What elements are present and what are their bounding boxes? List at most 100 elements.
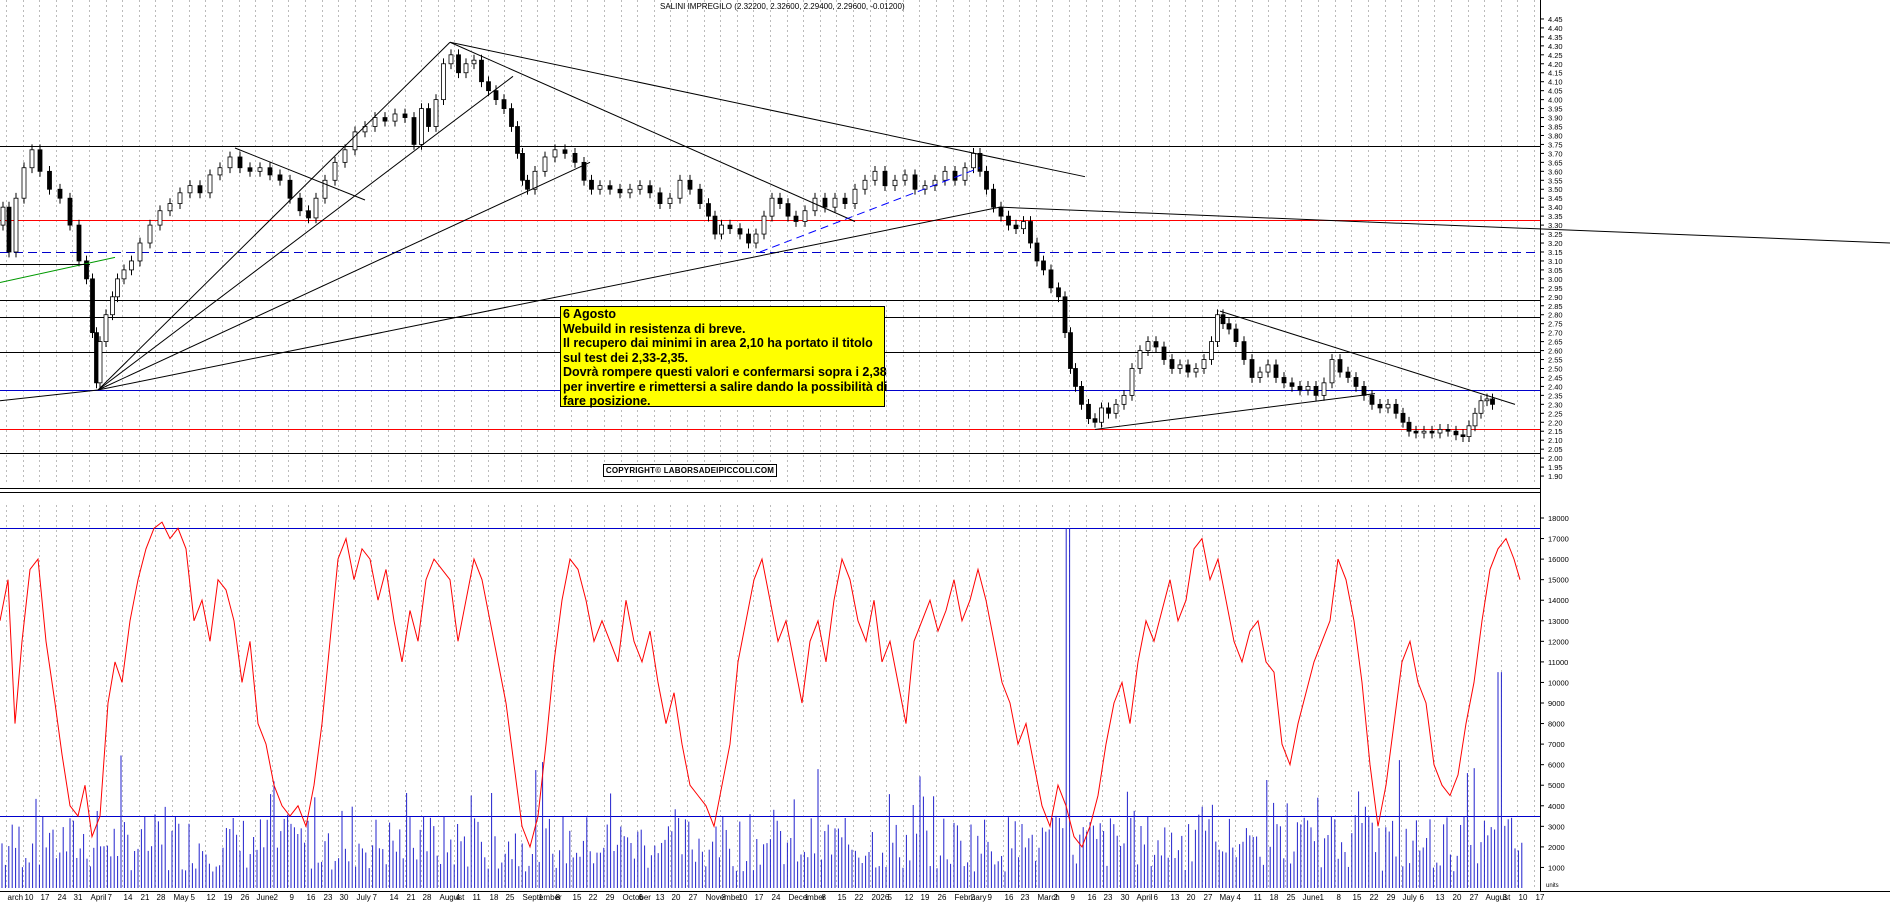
candle-body bbox=[1466, 425, 1472, 438]
candle-body bbox=[1337, 359, 1343, 373]
candle-body bbox=[607, 185, 613, 190]
x-tick-label: 27 bbox=[1470, 893, 1479, 902]
y-tick-label: 3.50 bbox=[1548, 185, 1563, 194]
candle-body bbox=[589, 179, 594, 190]
y-tick-label: 4.30 bbox=[1548, 42, 1563, 51]
candle-body bbox=[1353, 377, 1359, 387]
candle-body bbox=[562, 149, 568, 154]
candle-body bbox=[76, 224, 82, 262]
candle-body bbox=[147, 224, 153, 244]
candle-body bbox=[1241, 341, 1247, 360]
x-tick-label: November bbox=[706, 893, 743, 902]
x-tick-label: 15 bbox=[573, 893, 582, 902]
trend-line bbox=[0, 389, 99, 402]
x-tick-label: arch bbox=[8, 893, 24, 902]
x-tick-label: 6 bbox=[639, 893, 644, 902]
candle-body bbox=[1393, 403, 1399, 414]
candle-body bbox=[862, 179, 868, 190]
candle-body bbox=[1281, 377, 1287, 384]
y-tick-label: 2.75 bbox=[1548, 320, 1563, 329]
candle-body bbox=[1249, 359, 1255, 378]
x-tick-label: 8 bbox=[822, 893, 827, 902]
volume-oscillator-line bbox=[0, 521, 1521, 849]
candle-body bbox=[1400, 412, 1406, 423]
x-tick-label: 12 bbox=[905, 893, 914, 902]
candle-body bbox=[1385, 403, 1391, 409]
candle-body bbox=[1361, 386, 1367, 396]
candle-body bbox=[597, 185, 603, 190]
y-tick-label: 2.70 bbox=[1548, 329, 1563, 338]
x-tick-label: 2 bbox=[1054, 893, 1059, 902]
x-tick-label: 26 bbox=[938, 893, 947, 902]
y-tick-label: 2.00 bbox=[1548, 454, 1563, 463]
candle-body bbox=[1490, 398, 1495, 405]
candle-body bbox=[1472, 412, 1478, 427]
candle-body bbox=[247, 167, 253, 172]
x-tick-label: 25 bbox=[506, 893, 515, 902]
trend-line bbox=[97, 75, 514, 391]
x-tick-label: October bbox=[623, 893, 652, 902]
y-tick-label: 12000 bbox=[1548, 637, 1569, 646]
candle-body bbox=[777, 197, 783, 204]
y-tick-label: 4.20 bbox=[1548, 60, 1563, 69]
candle-body bbox=[1297, 386, 1303, 391]
candle-body bbox=[647, 185, 653, 194]
candle-body bbox=[1345, 371, 1351, 378]
candle-body bbox=[882, 170, 888, 187]
candle-body bbox=[187, 185, 193, 194]
y-tick-label: 2.90 bbox=[1548, 293, 1563, 302]
y-tick-label: 4.25 bbox=[1548, 51, 1563, 60]
y-tick-label: 2.55 bbox=[1548, 356, 1563, 365]
x-tick-label: 3 bbox=[1503, 893, 1508, 902]
x-tick-label: 10 bbox=[1519, 893, 1528, 902]
candle-body bbox=[1056, 287, 1061, 298]
candle-body bbox=[352, 131, 358, 151]
candle-body bbox=[1369, 394, 1375, 405]
candle-body bbox=[1453, 430, 1459, 436]
candle-body bbox=[1086, 403, 1091, 420]
x-tick-label: 29 bbox=[606, 893, 615, 902]
x-tick-label: 10 bbox=[25, 893, 34, 902]
x-tick-label: 14 bbox=[390, 893, 399, 902]
y-tick-label: 2.20 bbox=[1548, 418, 1563, 427]
x-tick-label: 31 bbox=[74, 893, 83, 902]
y-tick-label: 2.35 bbox=[1548, 391, 1563, 400]
candle-body bbox=[137, 242, 143, 262]
x-tick-label: 18 bbox=[1270, 893, 1279, 902]
candle-body bbox=[1289, 382, 1295, 387]
candle-body bbox=[57, 188, 63, 199]
y-tick-label: 2.40 bbox=[1548, 382, 1563, 391]
x-tick-label: April bbox=[91, 893, 107, 902]
x-tick-label: 20 bbox=[1453, 893, 1462, 902]
candle-body bbox=[942, 170, 948, 181]
candle-body bbox=[1068, 332, 1073, 369]
note-line: Il recupero dai minimi in area 2,10 ha p… bbox=[563, 336, 873, 350]
candle-body bbox=[719, 224, 724, 235]
y-tick-label: 2.80 bbox=[1548, 311, 1563, 320]
candle-body bbox=[227, 156, 233, 169]
y-tick-label: 4.40 bbox=[1548, 24, 1563, 33]
candle-body bbox=[793, 215, 799, 222]
candle-body bbox=[971, 152, 976, 169]
candle-body bbox=[372, 117, 378, 127]
candle-body bbox=[167, 203, 173, 212]
candle-body bbox=[1092, 418, 1098, 423]
candle-body bbox=[297, 197, 303, 212]
x-tick-label: 15 bbox=[838, 893, 847, 902]
y-tick-label: 3.85 bbox=[1548, 123, 1563, 132]
candle-body bbox=[892, 179, 898, 187]
y-tick-label: 2000 bbox=[1548, 843, 1565, 852]
x-tick-label: June bbox=[1303, 893, 1321, 902]
trend-line bbox=[97, 41, 451, 391]
x-tick-label: 11 bbox=[1254, 893, 1263, 902]
candle-body bbox=[1313, 386, 1319, 396]
x-tick-label: March bbox=[1038, 893, 1060, 902]
candle-body bbox=[912, 174, 918, 190]
candle-body bbox=[1321, 382, 1327, 396]
candle-body bbox=[1215, 314, 1220, 343]
x-tick-label: May bbox=[1220, 893, 1235, 902]
candle-body bbox=[542, 156, 548, 172]
candle-body bbox=[501, 99, 507, 109]
note-title: 6 Agosto bbox=[563, 307, 617, 321]
